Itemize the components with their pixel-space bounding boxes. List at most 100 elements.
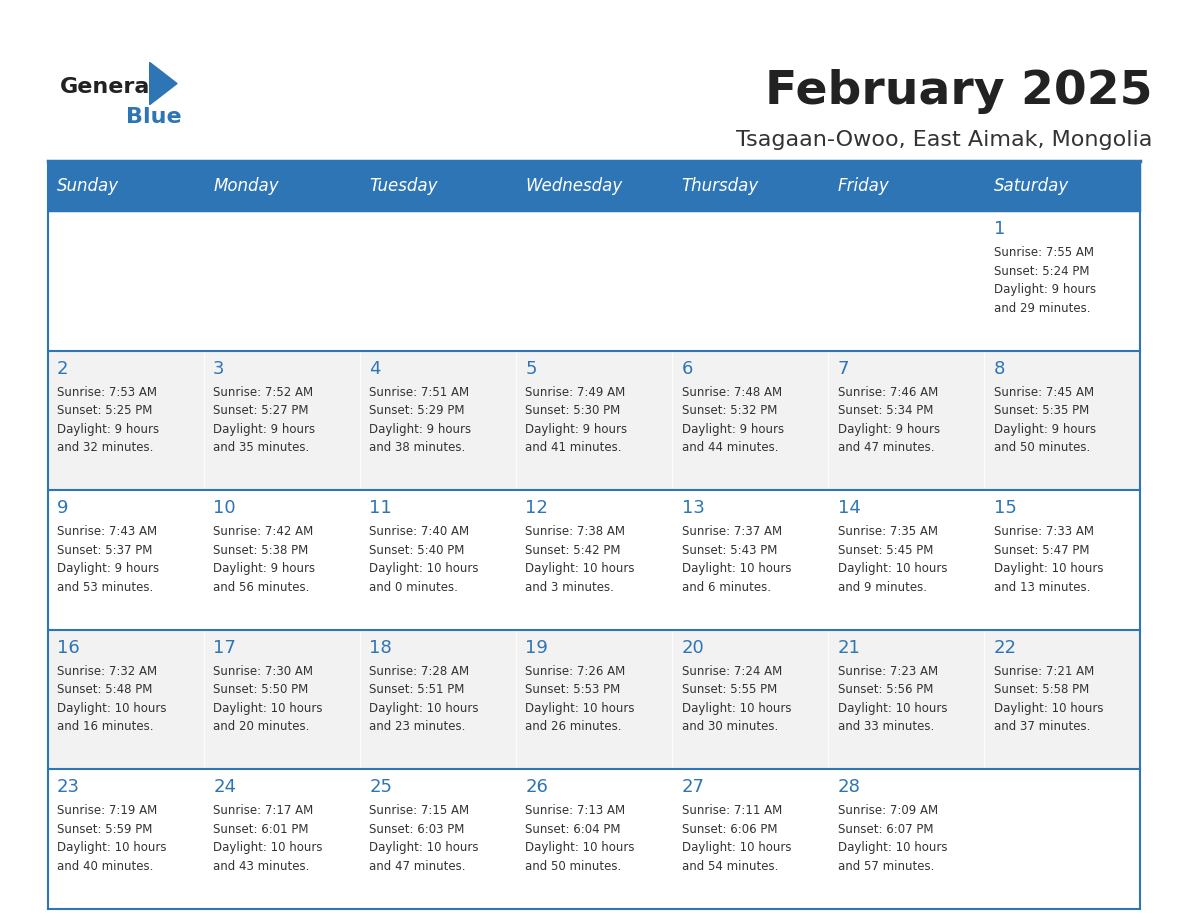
FancyBboxPatch shape (672, 211, 828, 351)
FancyBboxPatch shape (203, 490, 360, 630)
FancyBboxPatch shape (672, 630, 828, 769)
Text: 14: 14 (838, 499, 860, 518)
Text: Sunrise: 7:43 AM
Sunset: 5:37 PM
Daylight: 9 hours
and 53 minutes.: Sunrise: 7:43 AM Sunset: 5:37 PM Dayligh… (57, 525, 159, 594)
FancyBboxPatch shape (828, 161, 985, 211)
FancyBboxPatch shape (203, 351, 360, 490)
Text: Sunrise: 7:32 AM
Sunset: 5:48 PM
Daylight: 10 hours
and 16 minutes.: Sunrise: 7:32 AM Sunset: 5:48 PM Dayligh… (57, 665, 166, 733)
Text: Sunrise: 7:48 AM
Sunset: 5:32 PM
Daylight: 9 hours
and 44 minutes.: Sunrise: 7:48 AM Sunset: 5:32 PM Dayligh… (682, 386, 784, 454)
FancyBboxPatch shape (828, 630, 985, 769)
Text: Sunrise: 7:23 AM
Sunset: 5:56 PM
Daylight: 10 hours
and 33 minutes.: Sunrise: 7:23 AM Sunset: 5:56 PM Dayligh… (838, 665, 947, 733)
FancyBboxPatch shape (360, 630, 516, 769)
Text: Sunrise: 7:19 AM
Sunset: 5:59 PM
Daylight: 10 hours
and 40 minutes.: Sunrise: 7:19 AM Sunset: 5:59 PM Dayligh… (57, 804, 166, 873)
FancyBboxPatch shape (985, 351, 1140, 490)
Text: Sunrise: 7:52 AM
Sunset: 5:27 PM
Daylight: 9 hours
and 35 minutes.: Sunrise: 7:52 AM Sunset: 5:27 PM Dayligh… (213, 386, 315, 454)
Text: 15: 15 (994, 499, 1017, 518)
Text: Friday: Friday (838, 177, 890, 195)
FancyBboxPatch shape (516, 351, 672, 490)
Polygon shape (150, 62, 177, 105)
Text: 7: 7 (838, 360, 849, 378)
Text: Sunrise: 7:46 AM
Sunset: 5:34 PM
Daylight: 9 hours
and 47 minutes.: Sunrise: 7:46 AM Sunset: 5:34 PM Dayligh… (838, 386, 940, 454)
Text: Sunrise: 7:42 AM
Sunset: 5:38 PM
Daylight: 9 hours
and 56 minutes.: Sunrise: 7:42 AM Sunset: 5:38 PM Dayligh… (213, 525, 315, 594)
Text: 6: 6 (682, 360, 693, 378)
Text: 24: 24 (213, 778, 236, 797)
Text: 21: 21 (838, 639, 860, 657)
FancyBboxPatch shape (828, 490, 985, 630)
FancyBboxPatch shape (48, 490, 203, 630)
FancyBboxPatch shape (48, 211, 203, 351)
Text: Monday: Monday (213, 177, 279, 195)
Text: Sunrise: 7:55 AM
Sunset: 5:24 PM
Daylight: 9 hours
and 29 minutes.: Sunrise: 7:55 AM Sunset: 5:24 PM Dayligh… (994, 246, 1097, 315)
FancyBboxPatch shape (48, 351, 203, 490)
Text: February 2025: February 2025 (765, 69, 1152, 115)
FancyBboxPatch shape (360, 161, 516, 211)
Text: 22: 22 (994, 639, 1017, 657)
FancyBboxPatch shape (48, 630, 203, 769)
Text: Wednesday: Wednesday (525, 177, 623, 195)
Text: 11: 11 (369, 499, 392, 518)
Text: Sunrise: 7:30 AM
Sunset: 5:50 PM
Daylight: 10 hours
and 20 minutes.: Sunrise: 7:30 AM Sunset: 5:50 PM Dayligh… (213, 665, 323, 733)
FancyBboxPatch shape (203, 630, 360, 769)
Text: Tuesday: Tuesday (369, 177, 438, 195)
FancyBboxPatch shape (672, 161, 828, 211)
Text: 27: 27 (682, 778, 704, 797)
FancyBboxPatch shape (360, 211, 516, 351)
FancyBboxPatch shape (48, 769, 203, 909)
Text: 4: 4 (369, 360, 381, 378)
Text: Sunrise: 7:15 AM
Sunset: 6:03 PM
Daylight: 10 hours
and 47 minutes.: Sunrise: 7:15 AM Sunset: 6:03 PM Dayligh… (369, 804, 479, 873)
Text: 23: 23 (57, 778, 80, 797)
FancyBboxPatch shape (828, 211, 985, 351)
FancyBboxPatch shape (203, 211, 360, 351)
FancyBboxPatch shape (360, 351, 516, 490)
FancyBboxPatch shape (516, 490, 672, 630)
Text: Sunrise: 7:17 AM
Sunset: 6:01 PM
Daylight: 10 hours
and 43 minutes.: Sunrise: 7:17 AM Sunset: 6:01 PM Dayligh… (213, 804, 323, 873)
FancyBboxPatch shape (516, 769, 672, 909)
FancyBboxPatch shape (672, 490, 828, 630)
Text: 18: 18 (369, 639, 392, 657)
FancyBboxPatch shape (516, 630, 672, 769)
Text: Sunrise: 7:40 AM
Sunset: 5:40 PM
Daylight: 10 hours
and 0 minutes.: Sunrise: 7:40 AM Sunset: 5:40 PM Dayligh… (369, 525, 479, 594)
Text: 5: 5 (525, 360, 537, 378)
Text: Sunrise: 7:09 AM
Sunset: 6:07 PM
Daylight: 10 hours
and 57 minutes.: Sunrise: 7:09 AM Sunset: 6:07 PM Dayligh… (838, 804, 947, 873)
FancyBboxPatch shape (360, 490, 516, 630)
Text: Sunrise: 7:21 AM
Sunset: 5:58 PM
Daylight: 10 hours
and 37 minutes.: Sunrise: 7:21 AM Sunset: 5:58 PM Dayligh… (994, 665, 1104, 733)
Text: Sunrise: 7:37 AM
Sunset: 5:43 PM
Daylight: 10 hours
and 6 minutes.: Sunrise: 7:37 AM Sunset: 5:43 PM Dayligh… (682, 525, 791, 594)
FancyBboxPatch shape (828, 769, 985, 909)
Text: Sunrise: 7:28 AM
Sunset: 5:51 PM
Daylight: 10 hours
and 23 minutes.: Sunrise: 7:28 AM Sunset: 5:51 PM Dayligh… (369, 665, 479, 733)
Text: Blue: Blue (126, 106, 182, 127)
Text: Thursday: Thursday (682, 177, 759, 195)
Text: Sunrise: 7:33 AM
Sunset: 5:47 PM
Daylight: 10 hours
and 13 minutes.: Sunrise: 7:33 AM Sunset: 5:47 PM Dayligh… (994, 525, 1104, 594)
FancyBboxPatch shape (985, 490, 1140, 630)
FancyBboxPatch shape (360, 769, 516, 909)
FancyBboxPatch shape (985, 211, 1140, 351)
Text: Sunrise: 7:11 AM
Sunset: 6:06 PM
Daylight: 10 hours
and 54 minutes.: Sunrise: 7:11 AM Sunset: 6:06 PM Dayligh… (682, 804, 791, 873)
Text: Sunrise: 7:38 AM
Sunset: 5:42 PM
Daylight: 10 hours
and 3 minutes.: Sunrise: 7:38 AM Sunset: 5:42 PM Dayligh… (525, 525, 634, 594)
Text: 2: 2 (57, 360, 69, 378)
Text: Sunrise: 7:49 AM
Sunset: 5:30 PM
Daylight: 9 hours
and 41 minutes.: Sunrise: 7:49 AM Sunset: 5:30 PM Dayligh… (525, 386, 627, 454)
Text: 12: 12 (525, 499, 549, 518)
Text: 13: 13 (682, 499, 704, 518)
Text: 19: 19 (525, 639, 549, 657)
FancyBboxPatch shape (516, 211, 672, 351)
FancyBboxPatch shape (985, 161, 1140, 211)
FancyBboxPatch shape (203, 161, 360, 211)
Text: Saturday: Saturday (994, 177, 1069, 195)
Text: Sunrise: 7:26 AM
Sunset: 5:53 PM
Daylight: 10 hours
and 26 minutes.: Sunrise: 7:26 AM Sunset: 5:53 PM Dayligh… (525, 665, 634, 733)
Text: Sunrise: 7:35 AM
Sunset: 5:45 PM
Daylight: 10 hours
and 9 minutes.: Sunrise: 7:35 AM Sunset: 5:45 PM Dayligh… (838, 525, 947, 594)
Text: 8: 8 (994, 360, 1005, 378)
Text: Sunrise: 7:24 AM
Sunset: 5:55 PM
Daylight: 10 hours
and 30 minutes.: Sunrise: 7:24 AM Sunset: 5:55 PM Dayligh… (682, 665, 791, 733)
FancyBboxPatch shape (828, 351, 985, 490)
Text: General: General (59, 77, 157, 97)
Text: Sunrise: 7:51 AM
Sunset: 5:29 PM
Daylight: 9 hours
and 38 minutes.: Sunrise: 7:51 AM Sunset: 5:29 PM Dayligh… (369, 386, 472, 454)
Text: 28: 28 (838, 778, 860, 797)
FancyBboxPatch shape (672, 351, 828, 490)
FancyBboxPatch shape (985, 630, 1140, 769)
Text: 16: 16 (57, 639, 80, 657)
Text: 26: 26 (525, 778, 549, 797)
FancyBboxPatch shape (516, 161, 672, 211)
Text: 3: 3 (213, 360, 225, 378)
FancyBboxPatch shape (672, 769, 828, 909)
Text: 1: 1 (994, 220, 1005, 239)
Text: Sunrise: 7:53 AM
Sunset: 5:25 PM
Daylight: 9 hours
and 32 minutes.: Sunrise: 7:53 AM Sunset: 5:25 PM Dayligh… (57, 386, 159, 454)
Text: Sunrise: 7:45 AM
Sunset: 5:35 PM
Daylight: 9 hours
and 50 minutes.: Sunrise: 7:45 AM Sunset: 5:35 PM Dayligh… (994, 386, 1097, 454)
Text: 17: 17 (213, 639, 236, 657)
